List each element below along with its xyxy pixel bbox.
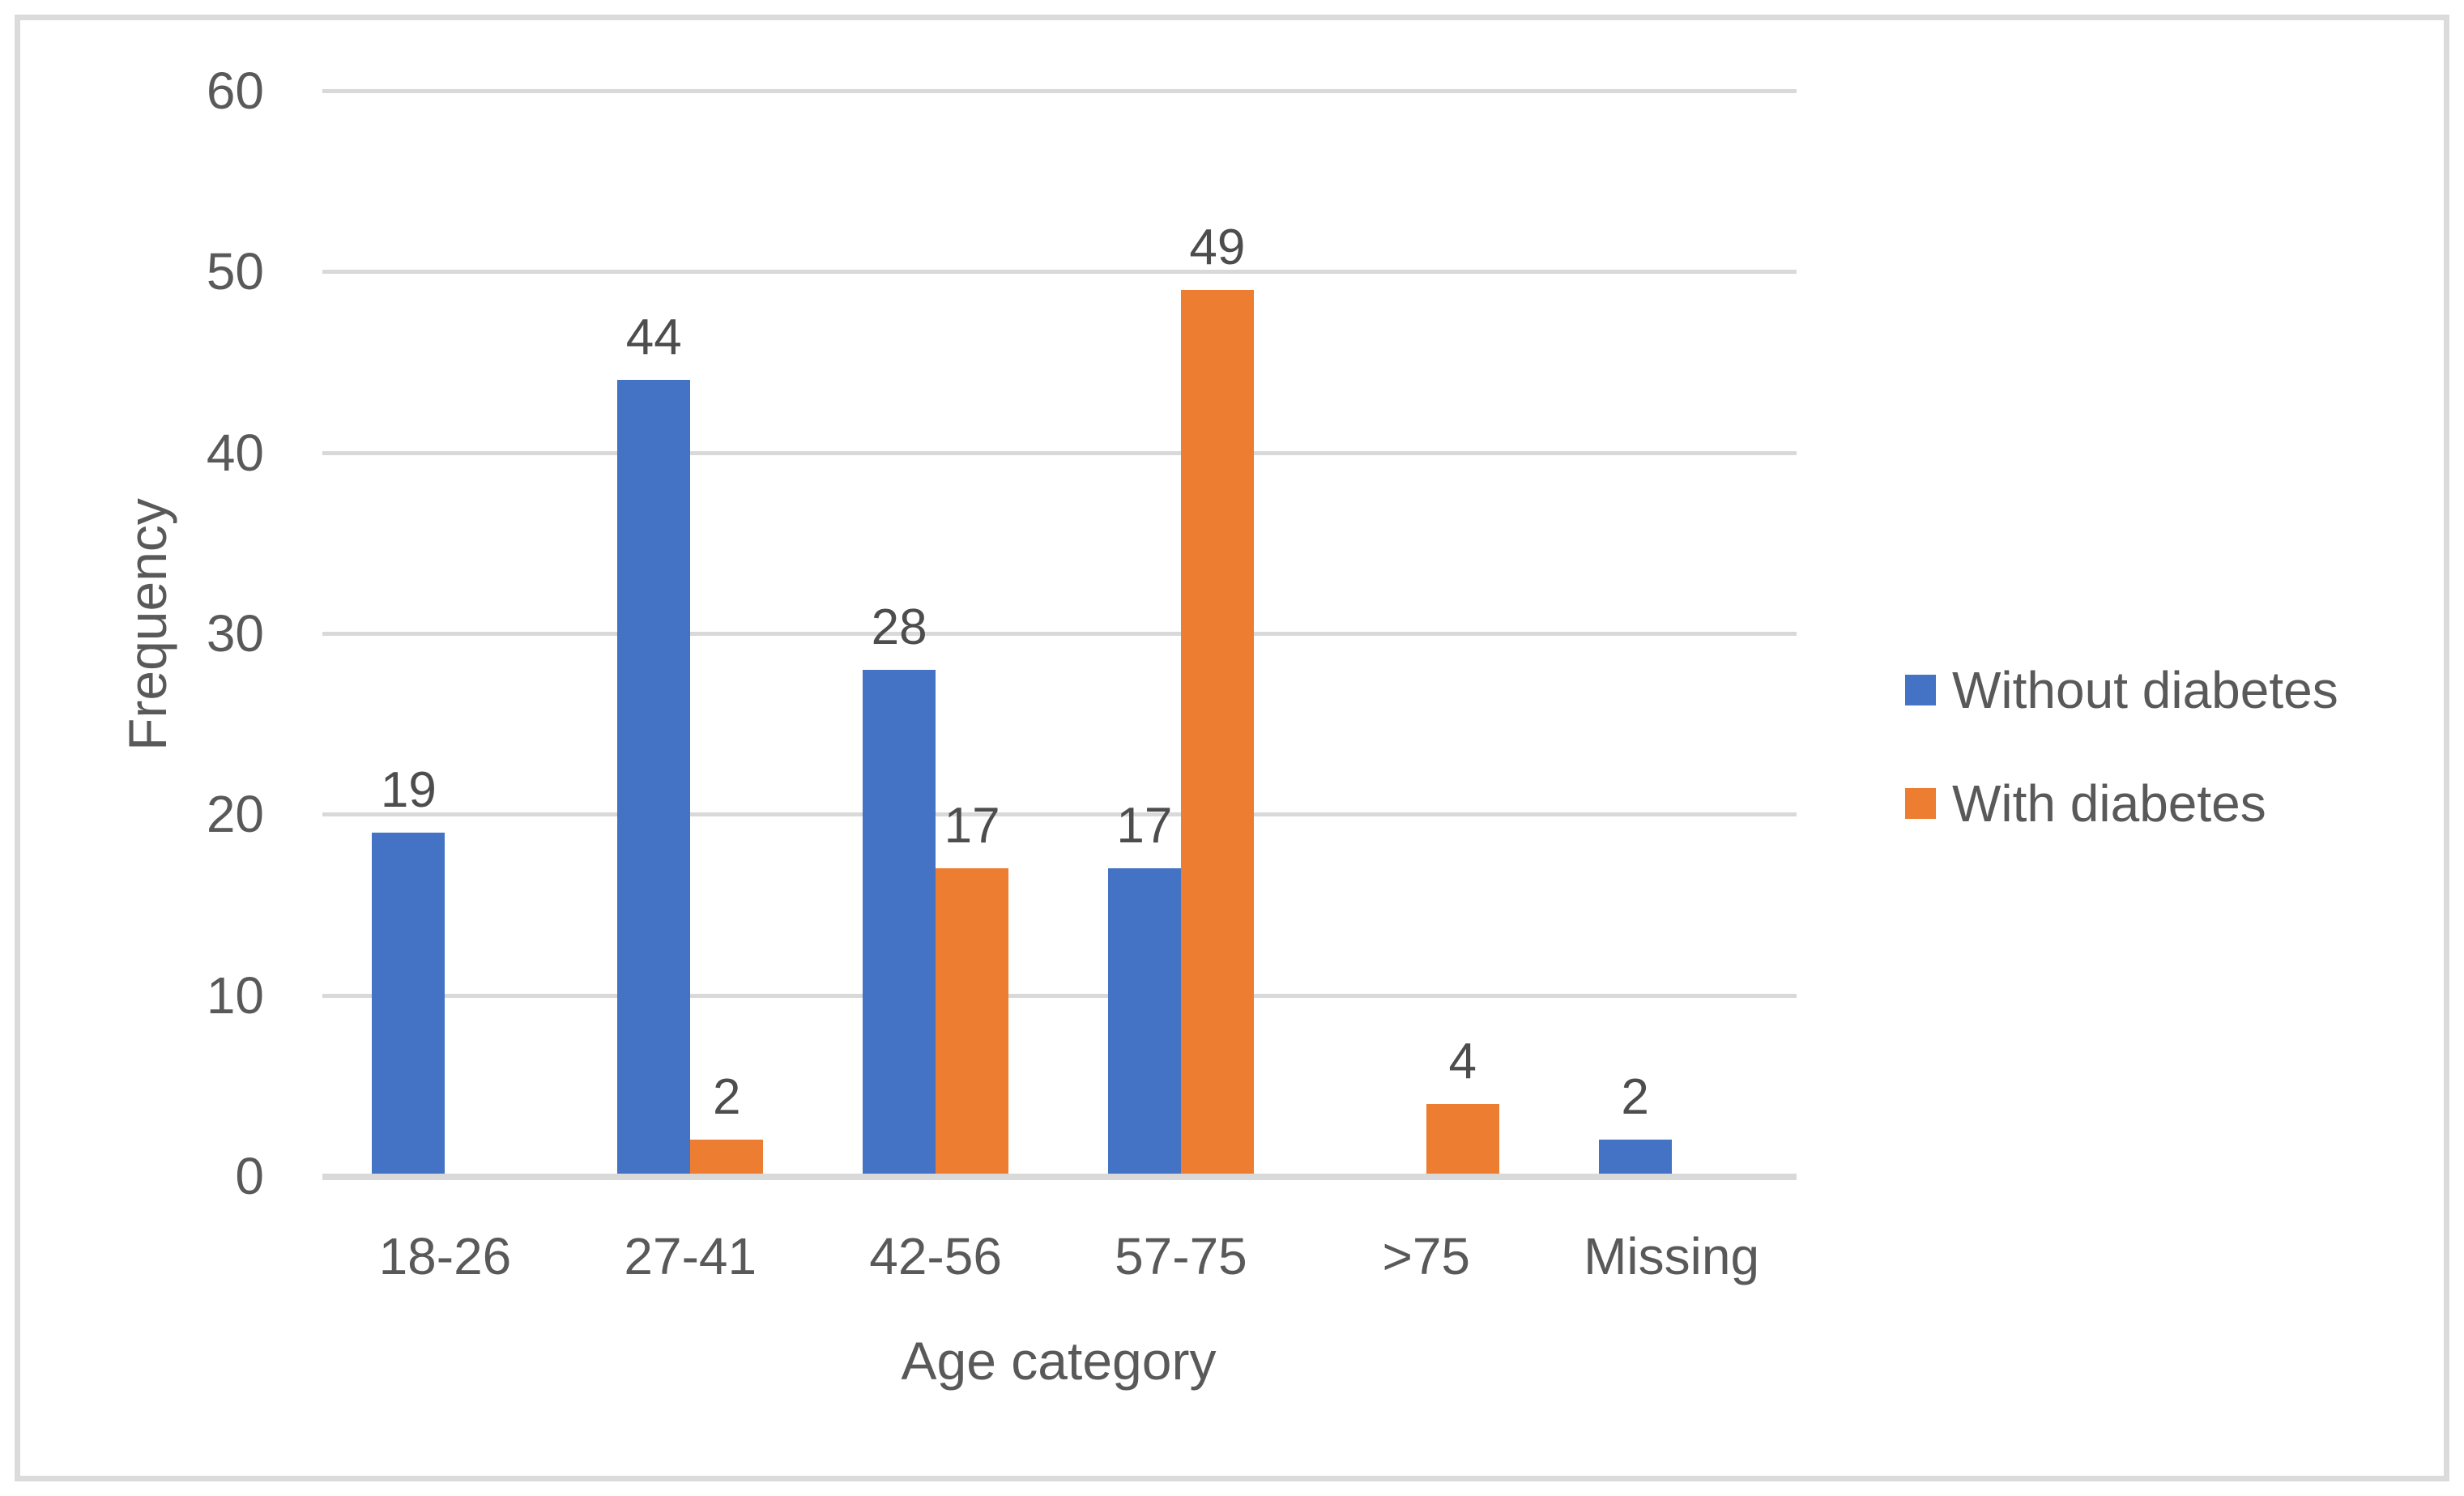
x-axis-title: Age category	[901, 1331, 1217, 1391]
bar-label-without-diabetes-42-56: 28	[871, 599, 927, 655]
gridline-y-60	[322, 89, 1797, 93]
bar-without-diabetes-missing	[1598, 1140, 1672, 1174]
bar-without-diabetes-57-75	[1107, 868, 1181, 1174]
y-tick-label-30: 30	[206, 604, 264, 663]
x-tick-label-42-56: 42-56	[869, 1227, 1002, 1285]
legend-swatch-without-diabetes	[1905, 675, 1936, 705]
y-axis-title: Frequency	[117, 498, 177, 751]
y-tick-label-20: 20	[206, 785, 264, 844]
gridline-y-20	[322, 812, 1797, 817]
x-tick-label-57-75: 57-75	[1115, 1227, 1247, 1285]
bar-label-with-diabetes-75: 4	[1448, 1033, 1477, 1089]
bar-without-diabetes-27-41	[617, 380, 691, 1174]
bar-label-with-diabetes-27-41: 2	[713, 1069, 741, 1126]
bar-label-without-diabetes-missing: 2	[1621, 1069, 1649, 1126]
bar-label-without-diabetes-18-26: 19	[380, 761, 437, 818]
bar-label-with-diabetes-57-75: 49	[1189, 219, 1246, 275]
y-tick-label-10: 10	[206, 965, 264, 1025]
y-tick-label-0: 0	[235, 1147, 264, 1205]
gridline-y-50	[322, 270, 1797, 275]
gridline-y-40	[322, 450, 1797, 455]
bar-without-diabetes-18-26	[372, 832, 445, 1174]
bar-with-diabetes-57-75	[1180, 289, 1254, 1174]
bar-with-diabetes-42-56	[936, 868, 1009, 1174]
legend-item-without-diabetes: Without diabetes	[1905, 661, 2338, 719]
bar-with-diabetes-27-41	[690, 1140, 764, 1174]
y-tick-label-50: 50	[206, 242, 264, 301]
bar-label-without-diabetes-27-41: 44	[625, 309, 682, 366]
x-tick-label-75: >75	[1382, 1227, 1471, 1285]
legend-item-with-diabetes: With diabetes	[1905, 774, 2338, 833]
legend-swatch-with-diabetes	[1905, 788, 1936, 819]
gridline-y-10	[322, 993, 1797, 998]
legend-label: With diabetes	[1952, 774, 2266, 833]
x-axis-line	[322, 1174, 1797, 1180]
x-tick-label-18-26: 18-26	[378, 1227, 512, 1285]
bar-without-diabetes-42-56	[863, 669, 936, 1174]
legend-label: Without diabetes	[1952, 661, 2338, 719]
gridline-y-30	[322, 632, 1797, 636]
bar-with-diabetes-75	[1426, 1103, 1499, 1174]
bar-label-without-diabetes-57-75: 17	[1116, 798, 1173, 855]
y-tick-label-40: 40	[206, 423, 264, 482]
y-tick-label-60: 60	[206, 62, 264, 120]
legend: Without diabetes With diabetes	[1905, 661, 2338, 901]
x-tick-label-missing: Missing	[1584, 1227, 1760, 1285]
bar-label-with-diabetes-42-56: 17	[944, 798, 1000, 855]
x-tick-label-27-41: 27-41	[624, 1227, 757, 1285]
